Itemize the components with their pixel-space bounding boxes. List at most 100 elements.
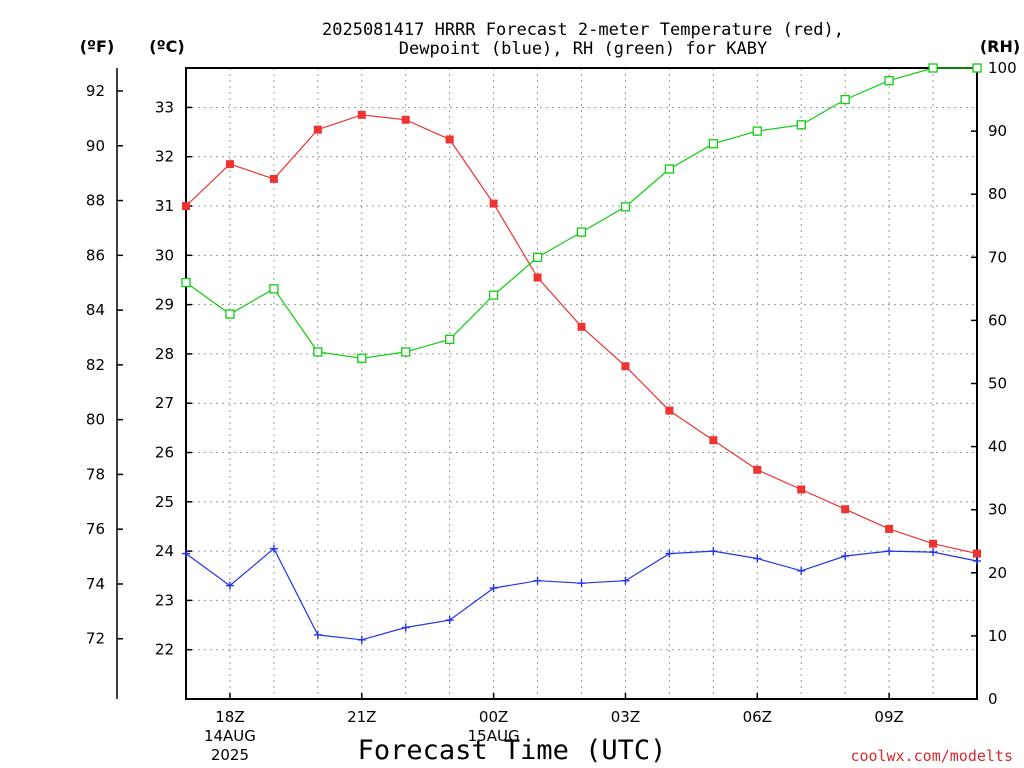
rh-tick-label: 40 (988, 438, 1007, 456)
rh-point (181, 277, 191, 288)
chart-title-line2: Dewpoint (blue), RH (green) for KABY (399, 39, 767, 59)
celsius-tick-label: 25 (155, 493, 174, 511)
fahrenheit-tick-label: 76 (86, 520, 105, 538)
fahrenheit-tick-label: 92 (86, 82, 105, 100)
temperature-line (185, 114, 978, 555)
temperature-point (709, 436, 718, 445)
rh-point (225, 309, 235, 319)
dewpoint-point (709, 547, 718, 556)
dewpoint-point (182, 549, 190, 558)
rh-tick-label: 60 (988, 311, 1007, 329)
fahrenheit-tick-label: 82 (86, 356, 105, 374)
dewpoint-point (445, 616, 454, 625)
temperature-point (489, 199, 498, 208)
rh-tick-label: 0 (988, 690, 998, 708)
dewpoint-point (797, 566, 806, 575)
celsius-tick-label: 24 (155, 542, 174, 560)
rh-point (708, 139, 718, 149)
dewpoint-point (577, 579, 586, 588)
temperature-point (973, 549, 981, 558)
dewpoint-point (665, 549, 674, 558)
fahrenheit-unit-label: (ºF) (80, 37, 115, 56)
x-tick-label: 09Z (874, 708, 903, 726)
rh-point (532, 252, 543, 262)
fahrenheit-tick-label: 84 (86, 301, 105, 319)
rh-point (401, 347, 411, 357)
rh-point (796, 120, 806, 130)
rh-tick-label: 50 (988, 375, 1007, 393)
celsius-tick-label: 22 (155, 641, 174, 659)
fahrenheit-tick-label: 86 (86, 246, 105, 264)
rh-tick-label: 90 (988, 122, 1007, 140)
rh-tick-label: 100 (988, 59, 1017, 77)
temperature-point (445, 135, 454, 144)
x-tick-label: 03Z (611, 708, 640, 726)
fahrenheit-tick-label: 88 (86, 192, 105, 210)
credit-text: coolwx.com/modelts (850, 747, 1013, 765)
temperature-point (269, 174, 278, 183)
dewpoint-point (489, 584, 498, 593)
rh-tick-label: 20 (988, 564, 1007, 582)
temperature-point (225, 160, 234, 169)
temperature-point (665, 406, 674, 415)
fahrenheit-tick-label: 78 (86, 465, 105, 483)
rh-point (357, 353, 367, 363)
dewpoint-point (533, 576, 542, 585)
temperature-point (621, 362, 630, 371)
rh-point (313, 347, 323, 357)
dewpoint-point (357, 635, 366, 644)
rh-point (884, 75, 894, 86)
rh-unit-label: (RH) (980, 37, 1020, 56)
rh-point (269, 284, 279, 294)
temperature-point (401, 115, 410, 124)
x-tick-label: 06Z (743, 708, 772, 726)
rh-point (488, 290, 499, 300)
plot-frame (185, 67, 978, 700)
temperature-point (797, 485, 806, 494)
temperature-point (313, 125, 322, 134)
grid-lines (186, 68, 977, 699)
x-tick-date-label: 15AUG (468, 727, 520, 745)
rh-point (445, 334, 455, 344)
x-axis-title: Forecast Time (UTC) (358, 735, 667, 766)
fahrenheit-tick-label: 72 (86, 630, 105, 648)
dewpoint-point (885, 547, 894, 556)
dewpoint-point (973, 556, 981, 565)
temperature-point (885, 524, 894, 533)
rh-point (576, 227, 587, 237)
rh-point (752, 126, 762, 136)
celsius-unit-label: (ºC) (149, 37, 184, 56)
rh-tick-label: 80 (988, 185, 1007, 203)
x-tick-label: 00Z (479, 708, 508, 726)
celsius-tick-label: 31 (155, 197, 174, 215)
temperature-point (841, 505, 850, 514)
temperature-point (929, 539, 938, 548)
celsius-tick-label: 28 (155, 345, 174, 363)
rh-tick-label: 10 (988, 627, 1007, 645)
dewpoint-point (269, 544, 278, 553)
x-tick-label: 21Z (347, 708, 376, 726)
dewpoint-point (753, 554, 762, 563)
celsius-tick-label: 30 (155, 246, 174, 264)
fahrenheit-tick-label: 74 (86, 575, 105, 593)
celsius-tick-label: 23 (155, 591, 174, 609)
temperature-point (357, 110, 366, 119)
dewpoint-point (841, 552, 850, 561)
rh-point (972, 63, 982, 73)
chart-title-line1: 2025081417 HRRR Forecast 2-meter Tempera… (322, 20, 844, 40)
rh-point (928, 63, 938, 73)
rh-tick-label: 70 (988, 248, 1007, 266)
dewpoint-point (621, 576, 630, 585)
axes: 72 74 76 78 80 82 84 86 88 90 92 22 23 24 25 26 27 28 29 30… (86, 59, 1017, 764)
temperature-point (753, 465, 762, 474)
celsius-tick-label: 33 (155, 98, 174, 116)
dewpoint-point (313, 630, 322, 639)
rh-tick-label: 30 (988, 501, 1007, 519)
data-series (181, 63, 982, 644)
celsius-tick-label: 29 (155, 296, 174, 314)
rh-point (840, 94, 850, 105)
rh-point (620, 202, 631, 212)
temperature-point (533, 273, 542, 282)
rh-point (664, 164, 675, 174)
